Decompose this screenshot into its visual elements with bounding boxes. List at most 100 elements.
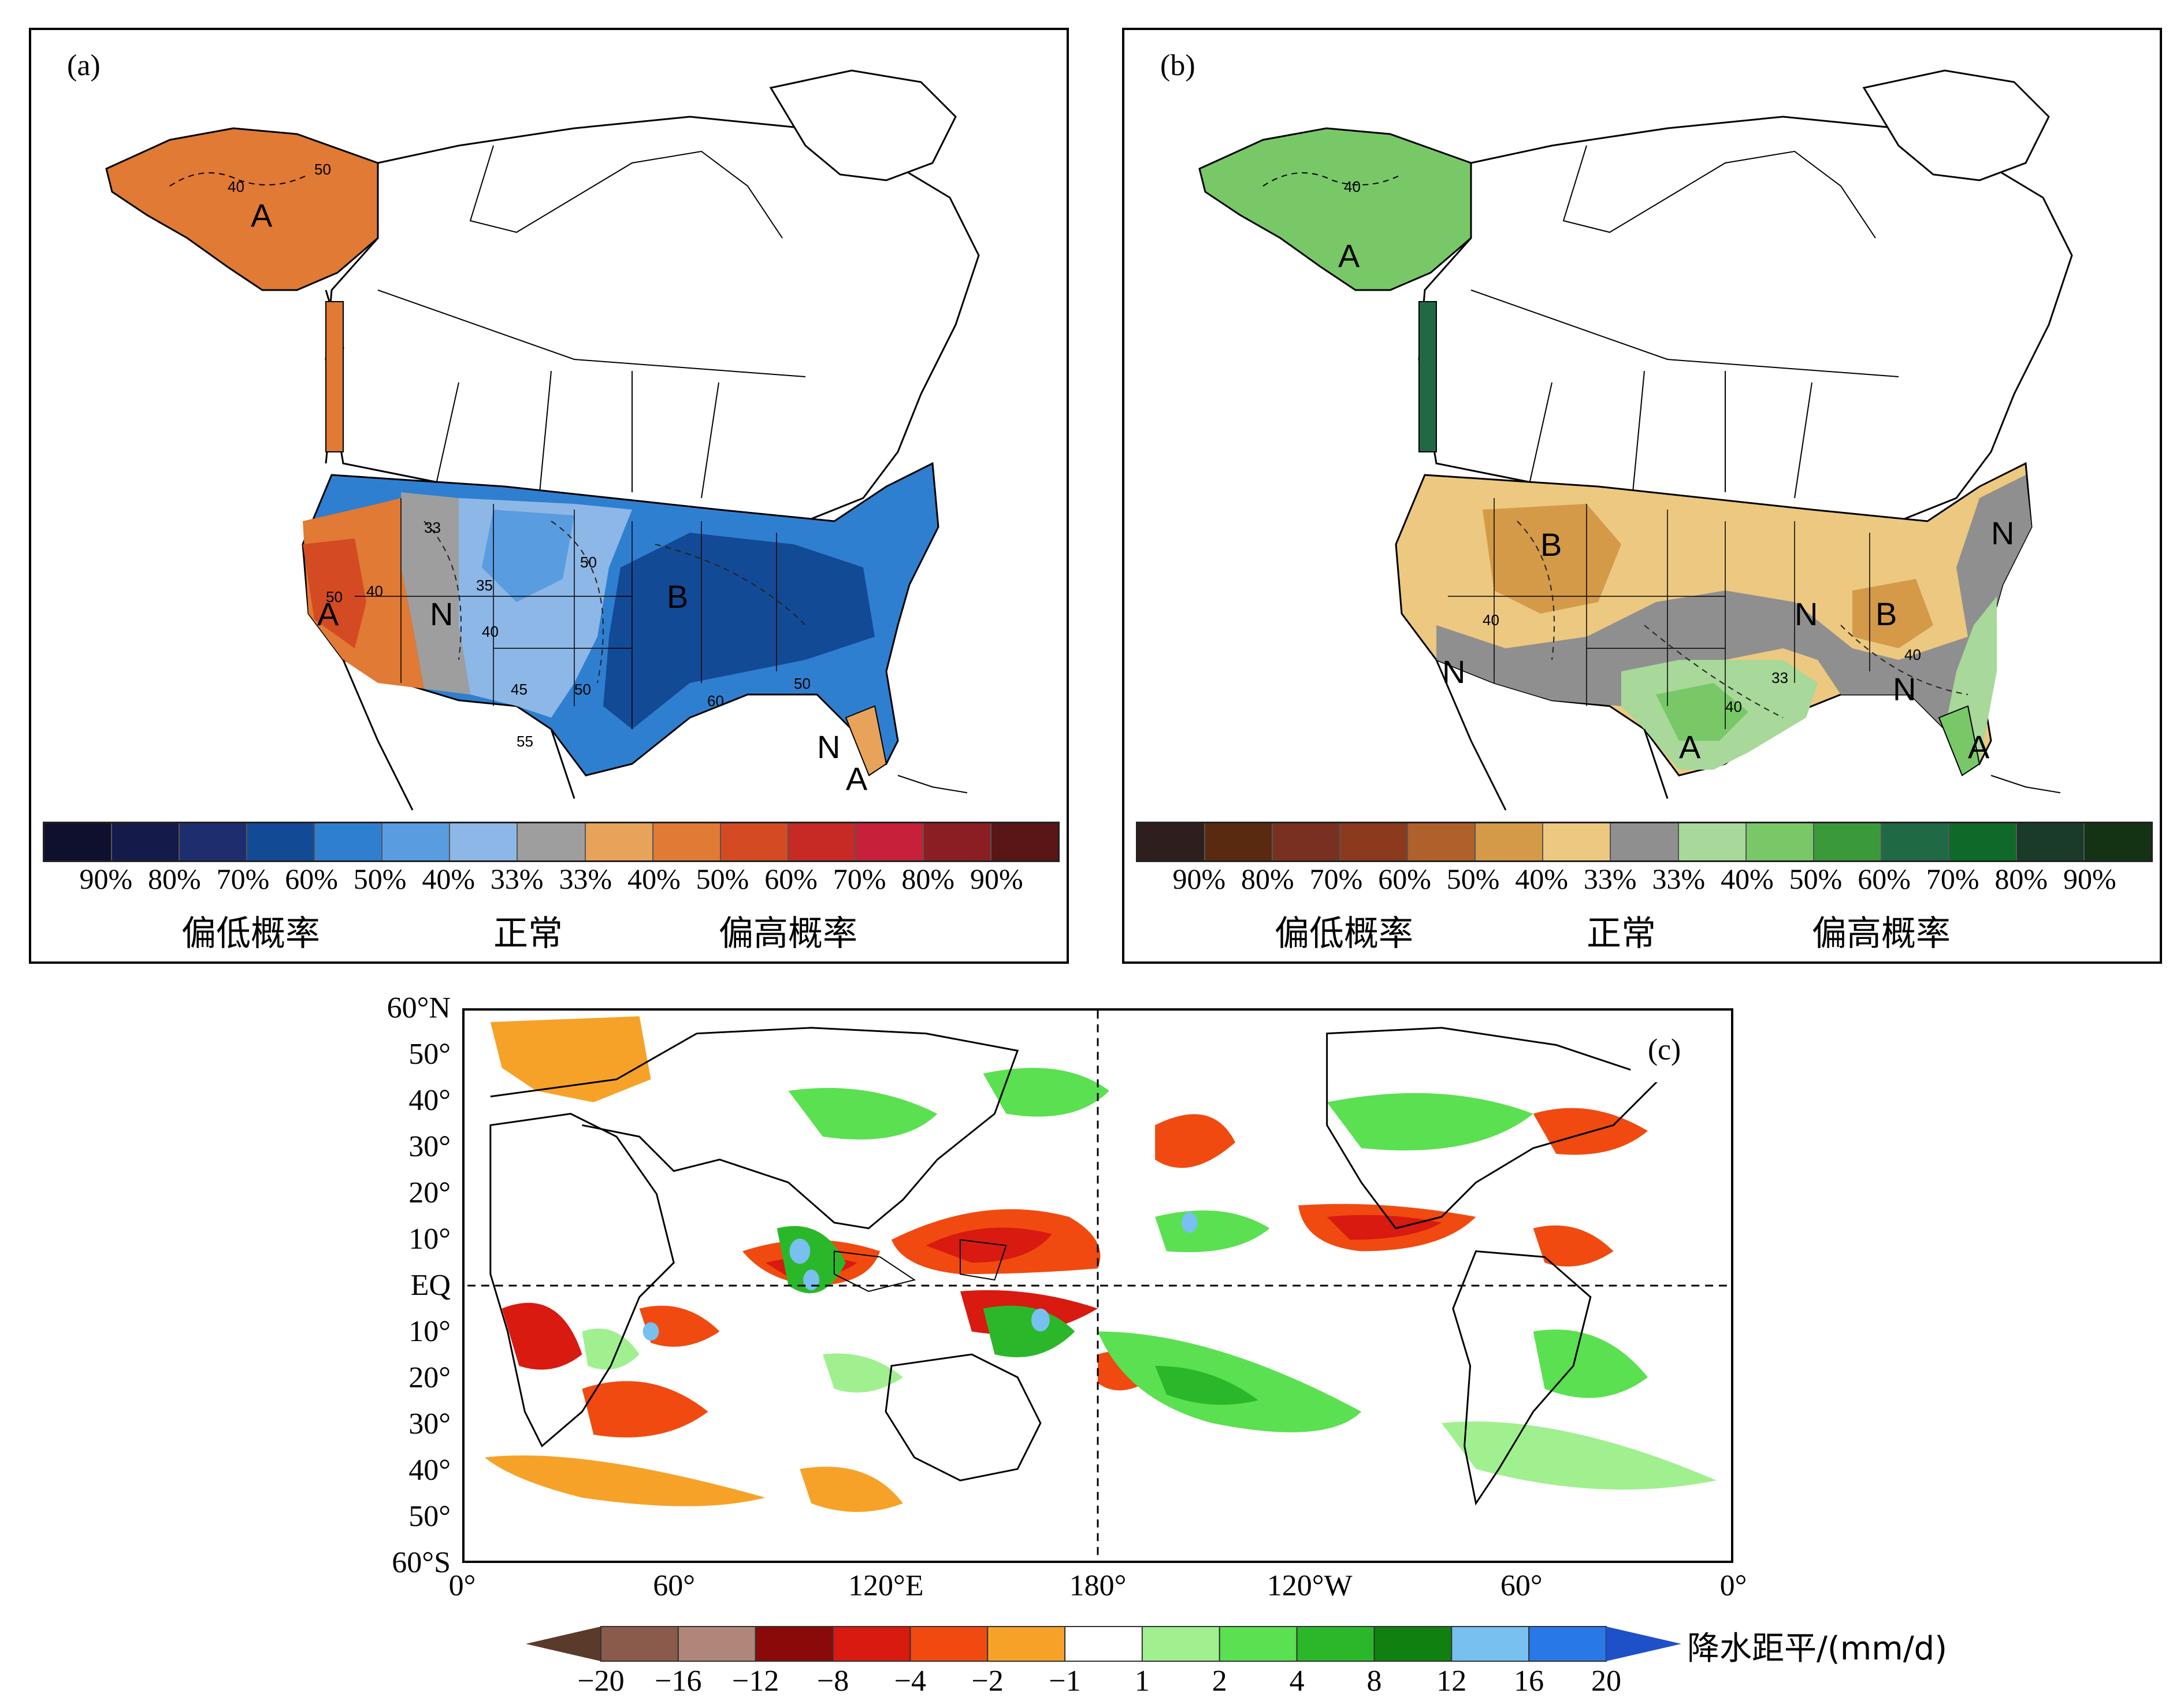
colorbar-swatch: [1064, 1626, 1143, 1662]
map-letter: B: [1875, 596, 1897, 632]
latitude-label: 20°: [408, 1361, 451, 1394]
colorbar-swatch: [1373, 1626, 1453, 1662]
latitude-label: 30°: [408, 1408, 451, 1440]
alaska-region: [105, 127, 379, 291]
colorbar-swatch: [1138, 823, 1206, 860]
panel-a-map: A A N B N A 40 50 40 50 33 35 40 45 50 5…: [105, 69, 980, 811]
colorbar-tick-label: 50%: [1446, 863, 1500, 895]
panel-c-label: (c): [1648, 1033, 1681, 1066]
map-letter: B: [667, 578, 688, 615]
colorbar-swatch: [987, 1626, 1066, 1662]
panel-a-normal-label: 正常: [493, 914, 563, 954]
colorbar-swatch: [1219, 1626, 1298, 1662]
contour-label: 50: [314, 161, 331, 178]
contour-label: 50: [580, 554, 597, 571]
panel-b-ticks: 90% 80% 70% 60% 50% 40% 33% 33% 40% 50% 60% 70% 80% 9…: [1165, 862, 2124, 896]
colorbar-tick-label: 4: [1289, 1665, 1305, 1698]
colorbar-swatch: [677, 1626, 756, 1662]
colorbar-swatch: [1814, 823, 1882, 860]
latitude-label: 40°: [408, 1454, 451, 1487]
longitude-label: 180°: [1069, 1569, 1127, 1602]
latitude-label: 50°: [408, 1500, 451, 1533]
map-letter: N: [1442, 654, 1465, 690]
colorbar-swatch: [1296, 1626, 1375, 1662]
latitude-label: 30°: [408, 1130, 451, 1163]
colorbar-tick-label: 33%: [1583, 863, 1637, 895]
latitude-label: 60°N: [387, 992, 451, 1024]
colorbar-tick-label: 80%: [901, 863, 955, 895]
colorbar-tick-label: −16: [655, 1665, 702, 1698]
north-america-outline: [1326, 1027, 1661, 1230]
map-letter: N: [1893, 671, 1916, 707]
colorbar-tick-label: 50%: [1789, 863, 1843, 895]
panel-b-map: A B N N B N N A A 40 40 33 40 40: [1198, 69, 2073, 811]
colorbar-swatch: [653, 823, 721, 860]
panel-c: (c) 60°N 50° 40° 30° 20° 10° EQ 10° 20° 30° 40° 50°…: [0, 982, 2184, 1708]
colorbar-swatch: [923, 823, 991, 860]
panel-a-colorbar: [43, 822, 1060, 862]
colorbar-tick-label: −4: [894, 1665, 927, 1698]
colorbar-swatch: [1141, 1626, 1220, 1662]
colorbar-tick-label: 60%: [285, 863, 338, 895]
colorbar-swatch: [2084, 823, 2151, 860]
contour-label: 35: [476, 577, 493, 594]
colorbar-tick-label: 40%: [422, 863, 475, 895]
colorbar-tick-label: 40%: [1515, 863, 1568, 895]
colorbar-tick-label: 90%: [970, 863, 1023, 895]
colorbar-tick-label: 90%: [79, 863, 133, 895]
longitude-label: 120°W: [1266, 1569, 1353, 1602]
map-letter: A: [1338, 237, 1360, 274]
colorbar-swatch: [1205, 823, 1273, 860]
colorbar-swatch: [180, 823, 248, 860]
colorbar-tick-label: 50%: [696, 863, 749, 895]
map-letter: N: [1991, 515, 2014, 551]
colorbar-swatch: [1746, 823, 1814, 860]
latitude-label: 10°: [408, 1315, 451, 1348]
latitude-label: 60°S: [392, 1546, 451, 1579]
panel-c-colorbar: [526, 1626, 1681, 1662]
panel-a-label: (a): [67, 49, 101, 82]
colorbar-swatch: [1611, 823, 1679, 860]
map-letter: A: [846, 760, 868, 797]
panel-b-low-label: 偏低概率: [1275, 914, 1413, 954]
colorbar-tick-label: 12: [1436, 1665, 1467, 1698]
eurasia-outline: [490, 1027, 1019, 1230]
contour-label: 40: [482, 623, 499, 640]
contour-label: 40: [366, 582, 383, 600]
colorbar-swatch: [1451, 1626, 1530, 1662]
colorbar-tick-label: 20: [1591, 1665, 1621, 1698]
panel-b: (b) A B N N B N N A: [1122, 28, 2162, 964]
colorbar-tick-label: 8: [1366, 1665, 1382, 1698]
map-letter: A: [251, 197, 273, 233]
colorbar-tick-label: 2: [1212, 1665, 1227, 1698]
contour-label: 40: [1483, 611, 1499, 629]
colorbar-tick-label: 16: [1514, 1665, 1544, 1698]
colorbar-swatch: [450, 823, 518, 860]
colorbar-swatch: [315, 823, 383, 860]
colorbar-tick-label: 33%: [559, 863, 612, 895]
colorbar-tick-label: 70%: [216, 863, 270, 895]
longitude-label: 60°: [653, 1569, 696, 1602]
colorbar-tick-label: 60%: [1378, 863, 1431, 895]
colorbar-tick-label: −12: [732, 1665, 779, 1698]
panel-c-map: (c): [462, 1008, 1733, 1563]
colorbar-swatch: [2016, 823, 2085, 860]
contour-label: 55: [517, 733, 533, 750]
contour-label: 40: [1904, 646, 1921, 663]
colorbar-swatch: [382, 823, 451, 860]
colorbar-swatch: [1881, 823, 1949, 860]
colorbar-swatch: [585, 823, 653, 860]
colorbar-tick-label: 80%: [1994, 863, 2048, 895]
colorbar-swatch: [600, 1626, 679, 1662]
latitude-label: 20°: [408, 1176, 451, 1209]
colorbar-tick-label: −2: [971, 1665, 1004, 1698]
map-letter: A: [1679, 729, 1701, 765]
contour-label: 33: [1771, 669, 1788, 686]
colorbar-tick-label: −8: [816, 1665, 849, 1698]
colorbar-swatch: [1476, 823, 1544, 860]
colorbar-swatch: [1273, 823, 1341, 860]
colorbar-tick-label: 40%: [1721, 863, 1774, 895]
colorbar-tick-label: 33%: [1652, 863, 1706, 895]
longitude-label: 60°: [1500, 1569, 1543, 1602]
latitude-label: 10°: [408, 1223, 451, 1256]
